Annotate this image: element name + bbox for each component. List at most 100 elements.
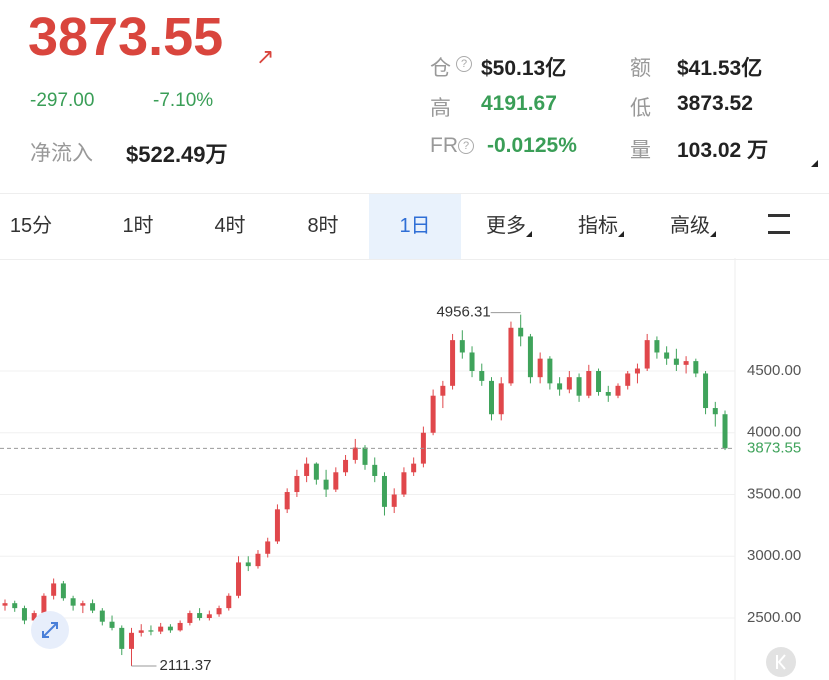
candle-body <box>70 598 76 606</box>
candle-body <box>703 373 709 409</box>
net-inflow-label: 净流入 <box>30 142 93 165</box>
candle-body <box>498 383 504 415</box>
high-label: 4956.31 <box>436 304 490 321</box>
y-tick-label: 3500.00 <box>747 485 801 502</box>
tab[interactable]: 1时 <box>122 215 154 237</box>
candle-body <box>566 377 572 390</box>
candle-body <box>206 614 212 619</box>
candle-body <box>274 509 280 542</box>
price-arrow: ↗ <box>256 44 275 69</box>
candle-body <box>576 377 582 396</box>
candle-body <box>508 327 514 384</box>
candle-body <box>177 622 183 631</box>
y-tick-label: 4000.00 <box>747 424 801 441</box>
stat-value: 4191.67 <box>481 92 557 115</box>
last-price-bg <box>737 437 827 460</box>
candle-body <box>167 626 173 631</box>
price-change-pct: -7.10% <box>153 90 214 111</box>
tab-bar: 15分 1时 4时 8时 1日 更多 指标 高级 <box>0 193 829 260</box>
candle-body <box>119 627 125 649</box>
candle-body <box>255 553 261 567</box>
tab[interactable]: 8时 <box>307 215 339 237</box>
candle-body <box>459 340 465 353</box>
candle-body <box>187 613 193 623</box>
candle-body <box>586 371 592 396</box>
stat-value: -0.0125% <box>487 134 577 157</box>
candle-body <box>527 336 533 378</box>
candle-body <box>712 408 718 415</box>
candle-body <box>479 371 485 381</box>
candle-body <box>430 395 436 433</box>
tab[interactable]: 指标 <box>578 215 618 237</box>
stat-label: 高 <box>430 97 451 120</box>
dropdown-triangle <box>710 231 716 237</box>
candle-body <box>51 583 57 596</box>
help-icon: ? <box>458 138 474 154</box>
candle-body <box>693 361 699 374</box>
candle-body <box>21 608 27 621</box>
candle-body <box>518 327 524 337</box>
last-price: 3873.55 <box>28 7 224 67</box>
chart: 2500.00 3000.00 3500.00 4000.00 4500.00 4956.… <box>0 258 827 680</box>
candle-body <box>41 595 47 614</box>
candle-body <box>128 632 134 649</box>
candle-body <box>654 340 660 353</box>
low-label: 2111.37 <box>159 657 211 674</box>
candle-body <box>226 595 232 609</box>
candle-body <box>683 361 689 365</box>
candle-body <box>343 459 349 473</box>
dropdown-triangle <box>526 231 532 237</box>
candle-body <box>158 626 164 632</box>
candle-body <box>401 472 407 495</box>
stat-label: 量 <box>630 139 651 162</box>
stat-value: $41.53亿 <box>677 57 763 80</box>
candle-body <box>557 383 563 390</box>
candle-body <box>323 479 329 490</box>
last-price-label: 3873.55 <box>747 439 801 456</box>
y-tick-label: 3000.00 <box>747 547 801 564</box>
candle-body <box>440 385 446 396</box>
candle-body <box>489 380 494 415</box>
candle-body <box>197 613 203 619</box>
candle-body <box>596 371 602 392</box>
tab[interactable]: 15分 <box>9 215 53 237</box>
candle-body <box>605 391 611 396</box>
candle-body <box>372 464 378 476</box>
candle-body <box>625 373 631 386</box>
net-inflow: $522.49万 <box>126 142 228 167</box>
candle-body <box>722 414 728 449</box>
stat-value: 3873.52 <box>677 92 753 115</box>
expand-toggle[interactable] <box>811 160 818 167</box>
candle-body <box>284 492 290 510</box>
candle-body <box>634 368 640 374</box>
candle-body <box>216 608 222 615</box>
candle-body <box>352 447 358 460</box>
tab[interactable]: 更多 <box>486 215 526 237</box>
candle-body <box>673 358 679 365</box>
y-tick-label: 4500.00 <box>747 362 801 379</box>
settings-icon[interactable] <box>768 214 790 234</box>
collapse-button[interactable] <box>766 647 796 677</box>
price-change: -297.00 <box>30 90 95 111</box>
candle-body <box>664 352 670 359</box>
stat-label: 仓 <box>430 57 451 80</box>
candle-body <box>537 358 543 378</box>
candle-body <box>381 475 387 507</box>
tab[interactable]: 1日 <box>369 194 461 259</box>
candle-body <box>148 630 154 632</box>
stat-value: 103.02 万 <box>677 139 769 162</box>
collapse-icon <box>776 654 786 670</box>
stat-label: 额 <box>630 57 651 80</box>
candle-body <box>304 463 310 476</box>
fullscreen-icon <box>42 622 58 638</box>
candle-body <box>236 562 242 596</box>
candle-body <box>362 447 368 465</box>
stat-value: $50.13亿 <box>481 57 567 80</box>
candle-body <box>391 494 397 507</box>
tab[interactable]: 4时 <box>214 215 246 237</box>
candle-body <box>313 463 319 480</box>
candle-body <box>90 603 96 611</box>
candle-body <box>333 472 339 490</box>
tab[interactable]: 高级 <box>670 215 710 237</box>
candle-body <box>80 603 86 606</box>
